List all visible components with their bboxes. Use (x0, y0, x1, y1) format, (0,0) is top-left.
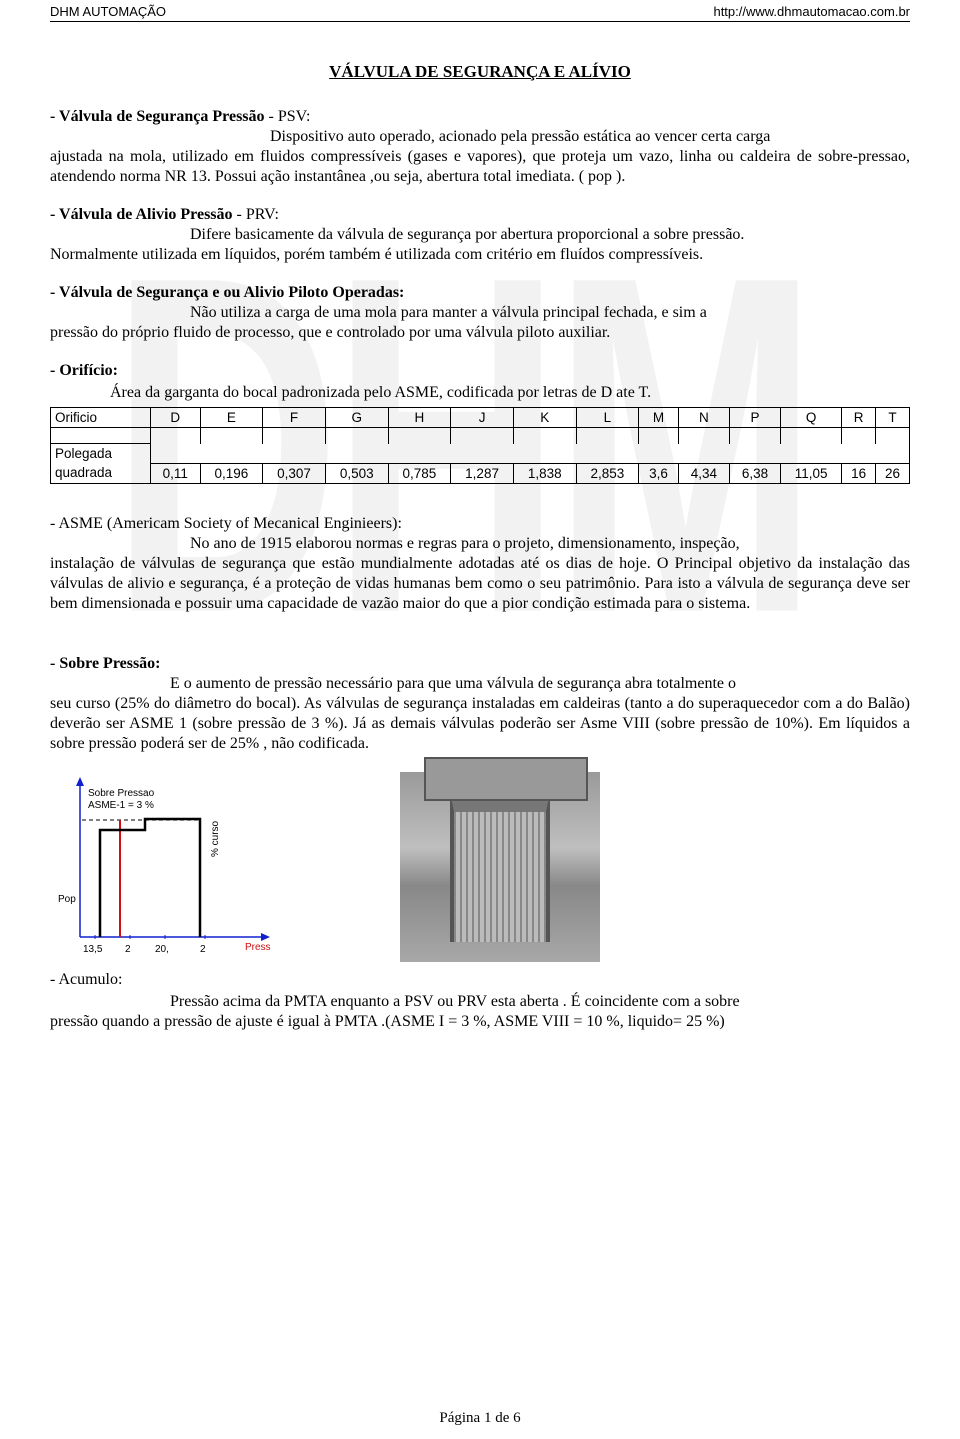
chart-xtick: 20, (155, 944, 169, 955)
orifice-col: L (576, 408, 639, 428)
psv-head: - Válvula de Segurança Pressão (50, 108, 265, 125)
asme-lead-wrap: No ano de 1915 elaborou normas e regras … (50, 534, 910, 554)
header-left: DHM AUTOMAÇÃO (50, 4, 166, 19)
psv-body: ajustada na mola, utilizado em fluidos c… (50, 147, 910, 187)
acumulo-body: pressão quando a pressão de ajuste é igu… (50, 1012, 910, 1032)
orifice-row2-label1: Polegada (51, 444, 151, 464)
sobre-lead-wrap: E o aumento de pressão necessário para q… (50, 674, 910, 694)
piloto-body: pressão do próprio fluido de processo, q… (50, 323, 910, 343)
orifice-col: R (842, 408, 876, 428)
page-footer: Página 1 de 6 (0, 1410, 960, 1427)
orifice-col: M (639, 408, 679, 428)
page-header: DHM AUTOMAÇÃO http://www.dhmautomacao.co… (50, 0, 910, 22)
psv-lead: Dispositivo auto operado, acionado pela … (50, 127, 910, 147)
prv-abbrev: - PRV: (233, 206, 279, 223)
prv-head: - Válvula de Alivio Pressão (50, 206, 233, 223)
chart-svg: Sobre Pressao ASME-1 = 3 % % curso Pop P… (50, 772, 280, 962)
asme-head-line: - ASME (Americam Society of Mecanical En… (50, 514, 910, 534)
pressure-chart: Sobre Pressao ASME-1 = 3 % % curso Pop P… (50, 772, 280, 962)
chart-xtick: 2 (125, 944, 131, 955)
orifice-val: 3,6 (639, 463, 679, 483)
orifice-val: 26 (876, 463, 910, 483)
orifice-val: 1,838 (513, 463, 576, 483)
orifice-col: Q (781, 408, 842, 428)
chart-label1: Sobre Pressao (88, 788, 155, 799)
psv-lead-wrap: Dispositivo auto operado, acionado pela … (50, 127, 910, 147)
piloto-head-line: - Válvula de Segurança e ou Alivio Pilot… (50, 283, 910, 303)
acumulo-lead: Pressão acima da PMTA enquanto a PSV ou … (50, 992, 910, 1012)
table-row: quadrada 0,11 0,196 0,307 0,503 0,785 1,… (51, 463, 910, 483)
orifice-val: 11,05 (781, 463, 842, 483)
table-spacer (51, 428, 910, 444)
acumulo-head-line: - Acumulo: (50, 970, 910, 990)
orifice-row2-label2: quadrada (51, 463, 151, 483)
acumulo-head: - Acumulo: (50, 971, 122, 988)
orifice-val: 0,785 (388, 463, 451, 483)
sobre-body: seu curso (25% do diâmetro do bocal). As… (50, 694, 910, 754)
psv-head-line: - Válvula de Segurança Pressão - PSV: (50, 107, 910, 127)
orifice-val: 16 (842, 463, 876, 483)
acumulo-lead-wrap: Pressão acima da PMTA enquanto a PSV ou … (50, 992, 910, 1012)
psv-abbrev: - PSV: (265, 108, 311, 125)
orifice-col: J (451, 408, 514, 428)
orifice-col: T (876, 408, 910, 428)
orifice-val: 0,11 (150, 463, 200, 483)
orificio-head-line: - Orifício: (50, 361, 910, 381)
piloto-lead-wrap: Não utiliza a carga de uma mola para man… (50, 303, 910, 323)
orifice-row1-label: Orificio (51, 408, 151, 428)
sobre-head-line: - Sobre Pressão: (50, 654, 910, 674)
sobre-head: - Sobre Pressão: (50, 655, 161, 672)
orifice-col: F (263, 408, 326, 428)
orificio-lead: Área da garganta do bocal padronizada pe… (50, 384, 651, 401)
prv-lead: Difere basicamente da válvula de seguran… (50, 225, 910, 245)
chart-xtick: 13,5 (83, 944, 103, 955)
asme-head: - ASME (50, 515, 103, 532)
orifice-col: K (513, 408, 576, 428)
orifice-table: Orificio D E F G H J K L M N P Q R T Pol… (50, 407, 910, 484)
asme-body: instalação de válvulas de segurança que … (50, 554, 910, 614)
orifice-col: H (388, 408, 451, 428)
orifice-col: P (729, 408, 780, 428)
header-right: http://www.dhmautomacao.com.br (713, 4, 910, 19)
chart-xaxis: Press (245, 942, 271, 953)
prv-body: Normalmente utilizada em líquidos, porém… (50, 245, 910, 265)
orifice-col: N (678, 408, 729, 428)
orifice-val: 0,307 (263, 463, 326, 483)
orifice-col: E (200, 408, 263, 428)
valve-illustration (400, 772, 600, 962)
orifice-val: 6,38 (729, 463, 780, 483)
orifice-col: G (325, 408, 388, 428)
asme-paren: (Americam Society of Mecanical Enginieer… (103, 515, 402, 532)
orifice-val: 0,196 (200, 463, 263, 483)
orifice-col: D (150, 408, 200, 428)
prv-head-line: - Válvula de Alivio Pressão - PRV: (50, 205, 910, 225)
asme-lead: No ano de 1915 elaborou normas e regras … (50, 534, 910, 554)
chart-xtick: 2 (200, 944, 206, 955)
orifice-val: 4,34 (678, 463, 729, 483)
page-title: VÁLVULA DE SEGURANÇA E ALÍVIO (50, 62, 910, 82)
table-row: Polegada (51, 444, 910, 464)
orificio-lead-wrap: Área da garganta do bocal padronizada pe… (50, 383, 910, 403)
prv-lead-wrap: Difere basicamente da válvula de seguran… (50, 225, 910, 245)
piloto-lead: Não utiliza a carga de uma mola para man… (50, 303, 910, 323)
chart-ylabel: % curso (210, 820, 221, 857)
sobre-lead: E o aumento de pressão necessário para q… (50, 674, 910, 694)
orifice-val: 0,503 (325, 463, 388, 483)
chart-pop: Pop (58, 894, 76, 905)
table-row: Orificio D E F G H J K L M N P Q R T (51, 408, 910, 428)
piloto-head: - Válvula de Segurança e ou Alivio Pilot… (50, 284, 404, 301)
orifice-val: 2,853 (576, 463, 639, 483)
chart-label2: ASME-1 = 3 % (88, 800, 154, 811)
orifice-val: 1,287 (451, 463, 514, 483)
orificio-head: - Orifício: (50, 362, 118, 379)
